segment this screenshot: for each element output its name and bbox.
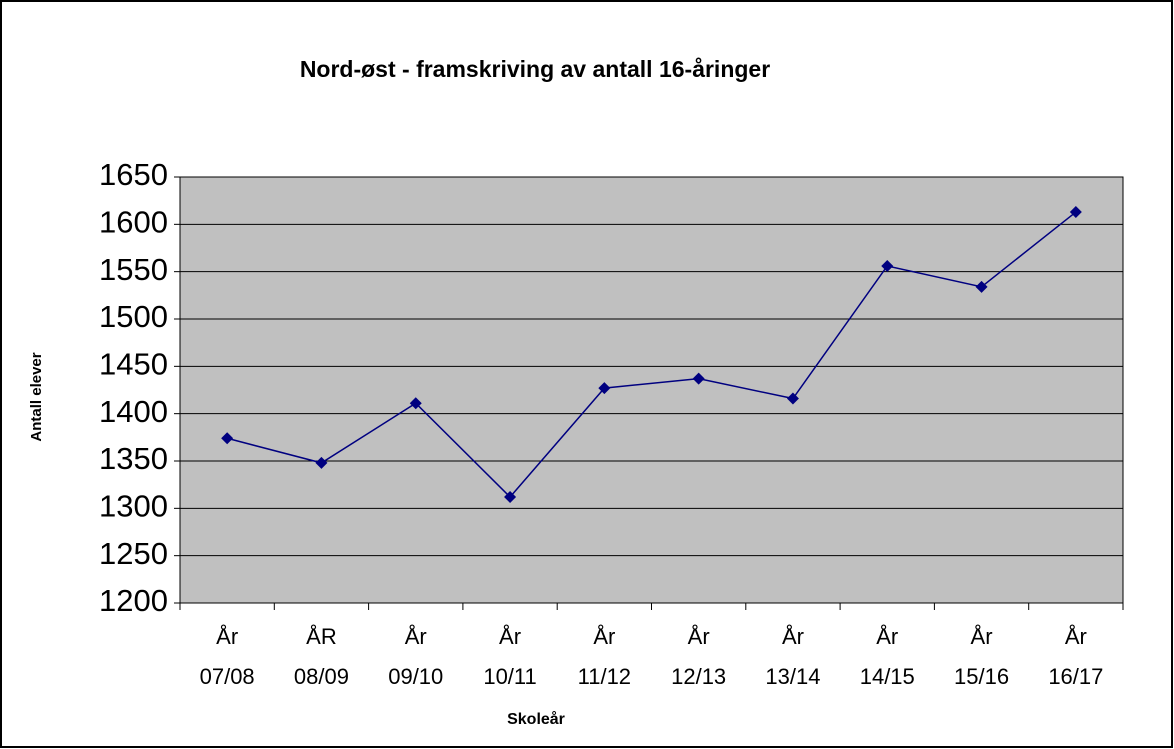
marker [1069,206,1082,219]
y-tick-label: 1450 [99,347,168,382]
y-tick-label: 1550 [99,252,168,287]
y-tick-label: 1650 [99,157,168,192]
x-axis-label: Skoleår [507,710,565,728]
y-tick-label: 1350 [99,441,168,476]
x-tick-label: År 10/11 [483,624,537,689]
x-tick-label: År 11/12 [577,624,632,689]
marker [692,372,705,385]
marker [409,397,422,410]
line [226,211,1077,499]
plot-area [179,176,1124,604]
x-tick-label: År 12/13 [671,624,727,689]
x-tick-label: År 16/17 [1048,624,1104,689]
marker [315,456,328,469]
y-tick-label: 1400 [99,394,168,429]
marker [975,280,988,293]
y-axis-label: Antall elever [28,352,45,441]
x-tick-label: År 14/15 [859,624,915,689]
chart-title: Nord-øst - framskriving av antall 16-åri… [300,56,770,82]
y-tick-label: 1300 [99,489,168,524]
marker [504,490,517,503]
x-tick-label: År 15/16 [954,624,1010,689]
x-tick-label: År 09/10 [388,624,444,689]
marker [221,432,234,445]
marker [598,382,611,395]
y-tick-label: 1600 [99,205,168,240]
y-tick-label: 1250 [99,536,168,571]
marker [786,392,799,405]
y-tick-label: 1500 [99,299,168,334]
marker [881,259,894,272]
x-tick-label: ÅR 08/09 [293,624,349,689]
x-tick-label: År 07/08 [199,624,255,689]
y-tick-label: 1200 [99,583,168,618]
x-tick-label: År 13/14 [765,624,821,689]
